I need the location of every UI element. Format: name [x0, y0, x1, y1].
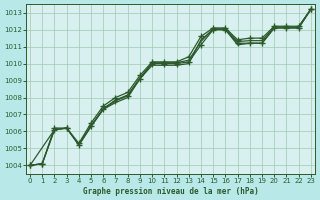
X-axis label: Graphe pression niveau de la mer (hPa): Graphe pression niveau de la mer (hPa) [83, 187, 258, 196]
